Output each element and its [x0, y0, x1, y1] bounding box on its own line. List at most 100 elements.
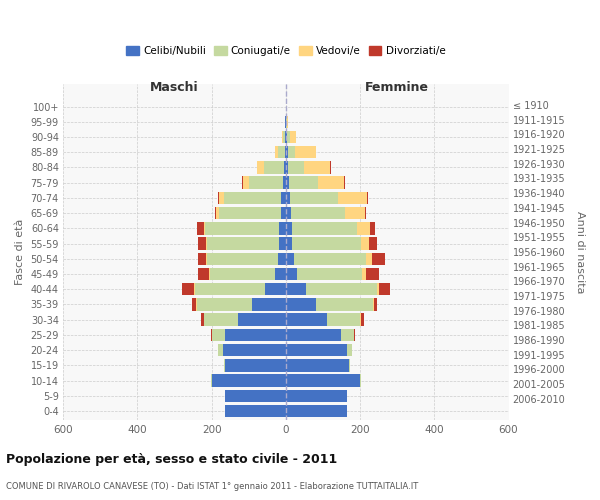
Bar	[362, 268, 365, 280]
Bar	[365, 207, 366, 220]
Bar	[286, 252, 294, 265]
Bar	[373, 298, 374, 310]
Bar	[217, 207, 220, 220]
Y-axis label: Fasce di età: Fasce di età	[15, 218, 25, 285]
Bar	[197, 298, 253, 310]
Bar	[224, 192, 281, 204]
Bar	[206, 252, 207, 265]
Bar	[286, 328, 341, 341]
Bar	[220, 192, 224, 204]
Bar	[286, 374, 360, 387]
Bar	[365, 268, 379, 280]
Bar	[220, 207, 281, 220]
Bar	[287, 130, 290, 143]
Bar	[341, 328, 355, 341]
Bar	[377, 283, 379, 296]
Bar	[196, 298, 197, 310]
Bar	[292, 222, 358, 234]
Bar	[198, 252, 206, 265]
Bar	[218, 344, 223, 356]
Bar	[361, 314, 364, 326]
Y-axis label: Anni di nascita: Anni di nascita	[575, 210, 585, 293]
Bar	[218, 192, 220, 204]
Bar	[370, 222, 375, 234]
Bar	[358, 222, 370, 234]
Bar	[198, 238, 206, 250]
Bar	[250, 176, 283, 189]
Bar	[194, 283, 195, 296]
Bar	[253, 298, 286, 310]
Bar	[295, 146, 316, 158]
Bar	[243, 176, 250, 189]
Bar	[201, 314, 204, 326]
Bar	[192, 298, 196, 310]
Bar	[284, 161, 286, 173]
Text: Femmine: Femmine	[365, 82, 429, 94]
Bar	[287, 161, 304, 173]
Legend: Celibi/Nubili, Coniugati/e, Vedovi/e, Divorziati/e: Celibi/Nubili, Coniugati/e, Vedovi/e, Di…	[122, 42, 449, 60]
Bar	[278, 146, 284, 158]
Text: Popolazione per età, sesso e stato civile - 2011: Popolazione per età, sesso e stato civil…	[6, 452, 337, 466]
Bar	[286, 283, 306, 296]
Bar	[286, 238, 292, 250]
Bar	[223, 344, 286, 356]
Bar	[207, 238, 279, 250]
Text: Maschi: Maschi	[150, 82, 199, 94]
Bar	[367, 192, 368, 204]
Bar	[316, 298, 373, 310]
Bar	[306, 283, 377, 296]
Bar	[290, 130, 296, 143]
Bar	[212, 374, 286, 387]
Bar	[286, 176, 289, 189]
Bar	[294, 252, 367, 265]
Bar	[224, 328, 286, 341]
Text: COMUNE DI RIVAROLO CANAVESE (TO) - Dati ISTAT 1° gennaio 2011 - Elaborazione TUT: COMUNE DI RIVAROLO CANAVESE (TO) - Dati …	[6, 482, 418, 491]
Bar	[286, 390, 347, 402]
Bar	[281, 192, 286, 204]
Bar	[360, 314, 361, 326]
Bar	[286, 130, 287, 143]
Bar	[283, 176, 286, 189]
Bar	[286, 268, 297, 280]
Bar	[211, 328, 212, 341]
Bar	[347, 344, 352, 356]
Bar	[286, 161, 287, 173]
Bar	[285, 130, 286, 143]
Bar	[297, 268, 362, 280]
Bar	[279, 238, 286, 250]
Bar	[338, 192, 367, 204]
Bar	[283, 130, 285, 143]
Bar	[204, 222, 205, 234]
Bar	[275, 268, 286, 280]
Bar	[286, 314, 326, 326]
Bar	[379, 283, 390, 296]
Bar	[286, 222, 292, 234]
Bar	[205, 222, 279, 234]
Bar	[345, 207, 365, 220]
Bar	[212, 328, 224, 341]
Bar	[182, 283, 194, 296]
Bar	[263, 161, 284, 173]
Bar	[290, 192, 338, 204]
Bar	[284, 146, 286, 158]
Bar	[374, 298, 377, 310]
Bar	[281, 207, 286, 220]
Bar	[286, 192, 290, 204]
Bar	[224, 405, 286, 417]
Bar	[209, 268, 210, 280]
Bar	[257, 161, 263, 173]
Bar	[349, 359, 350, 372]
Bar	[284, 116, 286, 128]
Bar	[286, 207, 291, 220]
Bar	[319, 176, 344, 189]
Bar	[286, 359, 349, 372]
Bar	[372, 252, 385, 265]
Bar	[361, 238, 370, 250]
Bar	[224, 359, 286, 372]
Bar	[286, 146, 287, 158]
Bar	[367, 252, 372, 265]
Bar	[286, 298, 316, 310]
Bar	[286, 405, 347, 417]
Bar	[344, 176, 345, 189]
Bar	[195, 283, 265, 296]
